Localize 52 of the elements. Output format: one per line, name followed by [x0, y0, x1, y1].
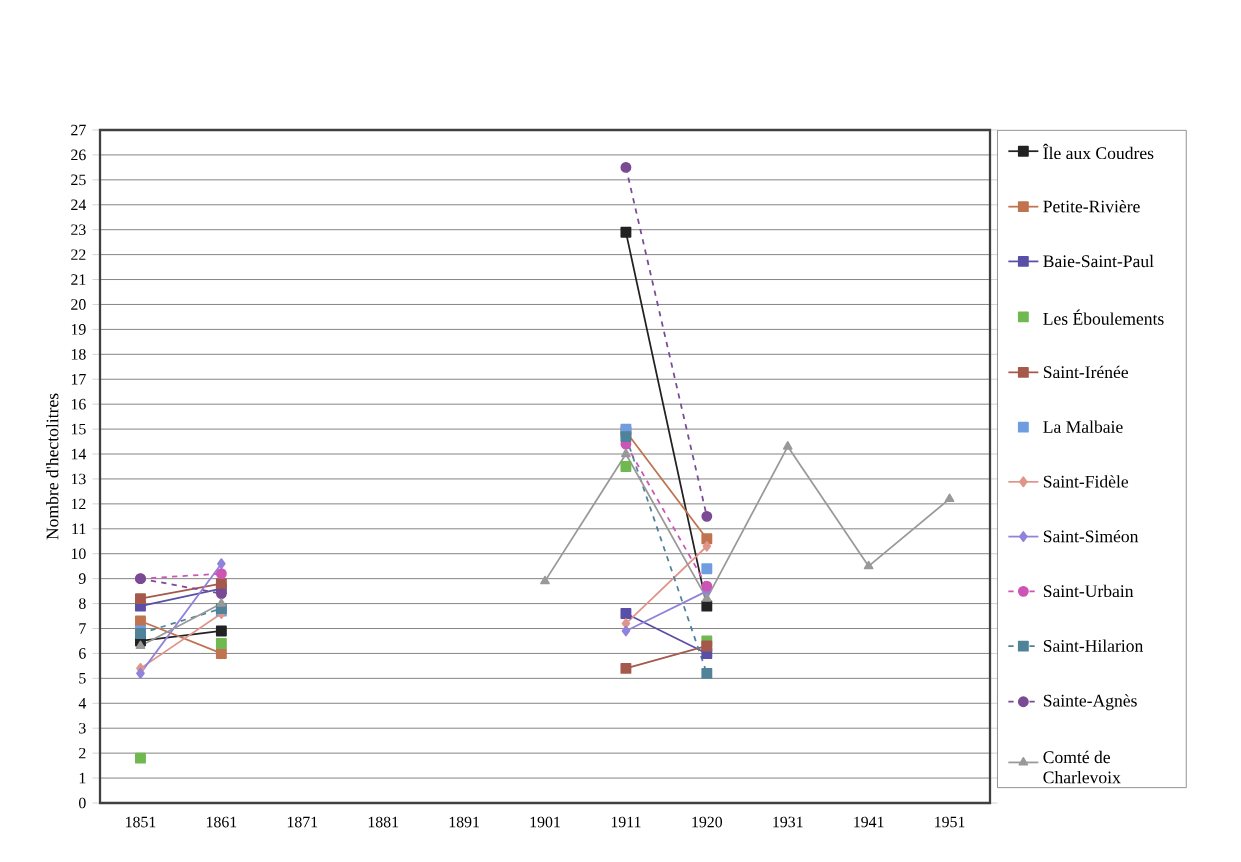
legend-label: Les Éboulements [1043, 309, 1164, 325]
y-tick-label: 19 [71, 324, 86, 335]
y-tick-label: 1 [79, 772, 86, 784]
y-tick-label: 17 [71, 374, 86, 385]
y-tick-label: 7 [79, 623, 86, 634]
x-tick-label: 1891 [449, 816, 479, 828]
x-tick-label: 1871 [287, 816, 318, 828]
x-tick-label: 1920 [692, 816, 723, 828]
y-tick-label: 8 [79, 598, 86, 609]
y-tick-label: 20 [71, 299, 86, 310]
legend-label: Comté de Charlevoix [1043, 750, 1121, 784]
y-tick-label: 23 [71, 224, 86, 236]
x-tick-label: 1911 [611, 816, 641, 828]
y-tick-label: 24 [71, 199, 87, 210]
y-tick-label: 5 [79, 673, 86, 684]
y-tick-label: 16 [71, 398, 86, 410]
y-tick-label: 10 [71, 548, 86, 560]
y-tick-label: 9 [78, 573, 86, 584]
legend-label: Île aux Coudres [1042, 143, 1154, 160]
y-tick-label: 15 [71, 423, 86, 435]
legend-label: Petite-Rivière [1043, 200, 1140, 213]
legend-label: Saint-Fidèle [1043, 475, 1129, 488]
legend-label: Sainte-Agnès [1043, 694, 1137, 711]
legend-label: Saint-Hilarion [1043, 639, 1144, 652]
legend-label: La Malbaie [1043, 420, 1123, 433]
y-tick-label: 6 [79, 648, 86, 659]
x-tick-label: 1941 [854, 816, 884, 828]
y-tick-label: 25 [71, 174, 86, 186]
x-tick-label: 1851 [126, 816, 156, 828]
x-tick-label: 1931 [773, 816, 803, 828]
y-tick-label: 2 [79, 747, 86, 759]
y-tick-label: 14 [71, 448, 87, 460]
x-tick-label: 1881 [368, 816, 399, 828]
y-tick-label: 11 [72, 523, 86, 535]
y-tick-label: 3 [79, 722, 86, 734]
y-tick-label: 27 [71, 124, 86, 136]
x-tick-label: 1951 [935, 816, 965, 828]
legend-label: Baie-Saint-Paul [1043, 254, 1154, 268]
legend-label: Saint-Siméon [1043, 529, 1139, 543]
y-tick-label: 12 [71, 498, 86, 510]
y-tick-label: 26 [71, 149, 86, 161]
y-tick-label: 13 [71, 473, 86, 485]
y-tick-label: 22 [71, 249, 86, 260]
y-tick-label: 0 [79, 797, 86, 809]
y-tick-label: 4 [78, 698, 87, 709]
legend-label: Saint-Irénée [1043, 365, 1129, 379]
y-axis-title: Nombre d'hectolitres [46, 393, 59, 540]
x-tick-label: 1901 [530, 816, 560, 828]
y-tick-label: 18 [71, 348, 86, 360]
legend-label: Saint-Urbain [1043, 584, 1134, 598]
y-tick-label: 21 [71, 274, 86, 285]
x-tick-label: 1861 [206, 816, 237, 828]
